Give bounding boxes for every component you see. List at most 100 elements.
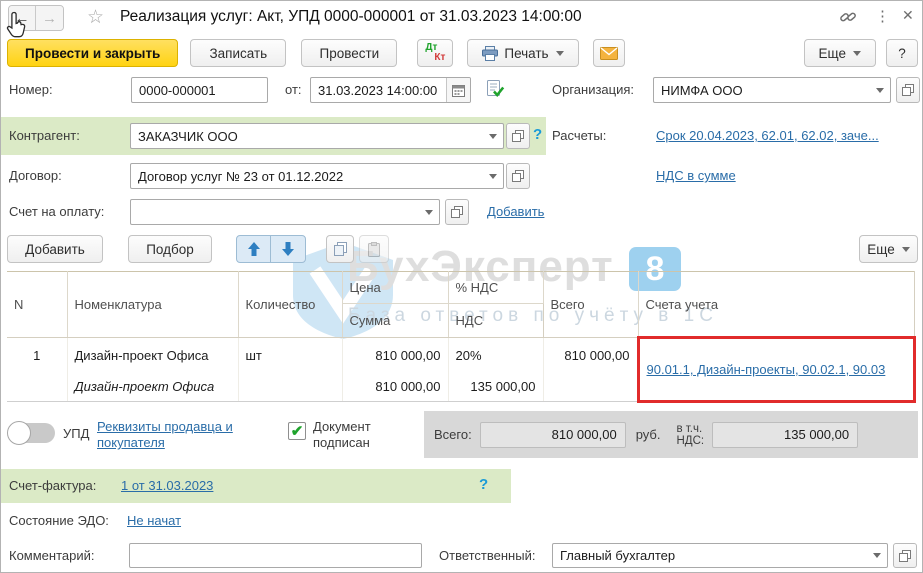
contract-open-button[interactable] [506, 163, 530, 189]
check-icon: ✔ [290, 423, 304, 440]
paste-icon [368, 241, 380, 257]
payment-invoice-open-button[interactable] [445, 199, 469, 225]
chevron-down-icon [901, 246, 910, 252]
invoice-link[interactable]: 1 от 31.03.2023 [121, 478, 214, 493]
col-header-nomenclature[interactable]: Номенклатура [67, 271, 239, 338]
seller-buyer-requisites-link[interactable]: Реквизиты продавца и покупателя [97, 419, 233, 450]
col-header-accounts[interactable]: Счета учета [638, 271, 915, 338]
date-input[interactable]: 31.03.2023 14:00:00 [310, 77, 471, 103]
col-header-vat-percent[interactable]: % НДС [448, 271, 544, 304]
col-header-sum[interactable]: Сумма [342, 303, 449, 338]
document-signed-label: Документ подписан [313, 419, 371, 450]
kt-label: Кт [434, 52, 446, 63]
cell-price[interactable]: 810 000,00 [342, 337, 449, 373]
dtkt-postings-button[interactable]: Дт Кт [417, 39, 454, 67]
more-menu-icon[interactable]: ⋮ [875, 8, 890, 25]
help-button[interactable]: ? [886, 39, 918, 67]
col-header-total[interactable]: Всего [543, 271, 639, 338]
cell-n[interactable]: 1 [7, 337, 68, 373]
col-header-price[interactable]: Цена [342, 271, 449, 304]
organization-input[interactable]: НИМФА ООО [653, 77, 891, 103]
cell-vat-amount[interactable]: 135 000,00 [448, 372, 544, 402]
dt-label: Дт [425, 42, 438, 53]
contract-label: Договор: [9, 168, 62, 183]
organization-value: НИМФА ООО [661, 82, 743, 98]
items-toolbar: Добавить Подбор Еще [7, 235, 918, 263]
counterparty-input[interactable]: ЗАКАЗЧИК ООО [130, 123, 504, 149]
get-link-icon[interactable] [839, 8, 857, 29]
edo-status-link[interactable]: Не начат [127, 513, 182, 528]
date-value: 31.03.2023 14:00:00 [318, 82, 438, 98]
upd-toggle[interactable] [7, 421, 55, 445]
open-link-icon [512, 170, 524, 182]
invoice-help-icon[interactable]: ? [479, 476, 489, 493]
responsible-input[interactable]: Главный бухгалтер [552, 543, 888, 568]
post-and-close-button[interactable]: Провести и закрыть [7, 39, 179, 67]
col-header-vat[interactable]: НДС [448, 303, 544, 338]
contract-input[interactable]: Договор услуг № 23 от 01.12.2022 [130, 163, 504, 189]
titlebar: ← → ☆ Реализация услуг: Акт, УПД 0000-00… [1, 1, 922, 35]
col-header-n[interactable]: N [7, 271, 68, 338]
copy-row-button[interactable] [326, 235, 354, 263]
more-button[interactable]: Еще [803, 39, 876, 67]
invoice-band: Счет-фактура: 1 от 31.03.2023 ? [1, 469, 511, 503]
counterparty-help-icon[interactable]: ? [533, 126, 543, 143]
table-subrow[interactable]: Дизайн-проект Офиса 810 000,00 135 000,0… [7, 372, 915, 402]
comment-label: Комментарий: [9, 548, 95, 563]
vat-total-label: в т.ч. НДС: [676, 422, 705, 447]
chevron-down-icon[interactable] [870, 78, 890, 102]
cell-total[interactable]: 810 000,00 [543, 337, 639, 373]
responsible-value: Главный бухгалтер [560, 548, 676, 563]
vat-in-sum-link[interactable]: НДС в сумме [656, 168, 736, 183]
add-row-button[interactable]: Добавить [7, 235, 103, 263]
move-up-icon[interactable] [237, 236, 271, 262]
favorite-star-icon[interactable]: ☆ [87, 7, 105, 28]
items-more-button[interactable]: Еще [859, 235, 918, 263]
print-button[interactable]: Печать [467, 39, 579, 67]
add-payment-invoice-link[interactable]: Добавить [487, 204, 545, 219]
chevron-down-icon[interactable] [419, 200, 439, 224]
number-input[interactable]: 0000-000001 [131, 77, 268, 103]
cell-vat-rate[interactable]: 20% [448, 337, 544, 373]
move-down-icon[interactable] [271, 236, 305, 262]
comment-input[interactable] [129, 543, 422, 568]
cell-unit[interactable]: шт [237, 337, 343, 373]
contract-value: Договор услуг № 23 от 01.12.2022 [138, 168, 344, 184]
chevron-down-icon[interactable] [867, 544, 887, 567]
forward-button[interactable]: → [36, 6, 63, 30]
document-posted-icon [485, 79, 505, 102]
chevron-down-icon[interactable] [483, 164, 503, 188]
write-button[interactable]: Записать [190, 39, 287, 67]
organization-open-button[interactable] [896, 77, 920, 103]
envelope-icon [599, 46, 618, 60]
edo-label: Состояние ЭДО: [9, 513, 109, 528]
post-button[interactable]: Провести [301, 39, 398, 67]
number-label: Номер: [9, 82, 53, 97]
organization-label: Организация: [552, 82, 635, 97]
counterparty-value: ЗАКАЗЧИК ООО [138, 128, 238, 144]
responsible-open-button[interactable] [893, 543, 917, 568]
document-signed-checkbox[interactable]: ✔ [288, 422, 306, 440]
table-row[interactable]: 1 Дизайн-проект Офиса шт 810 000,00 20% … [7, 336, 916, 403]
copy-icon [333, 242, 347, 256]
calendar-icon[interactable] [446, 78, 470, 102]
send-email-button[interactable] [592, 39, 625, 67]
cell-sum[interactable]: 810 000,00 [342, 372, 449, 402]
open-link-icon [902, 84, 914, 96]
col-header-quantity[interactable]: Количество [238, 271, 343, 338]
chevron-down-icon[interactable] [483, 124, 503, 148]
invoice-label: Счет-фактура: [9, 478, 97, 493]
open-link-icon [451, 206, 463, 218]
payment-invoice-input[interactable] [130, 199, 440, 225]
total-label: Всего: [434, 427, 472, 442]
counterparty-open-button[interactable] [506, 123, 530, 149]
accounts-link[interactable]: 90.01.1, Дизайн-проекты, 90.02.1, 90.03 [646, 362, 886, 377]
pick-button[interactable]: Подбор [128, 235, 212, 263]
close-icon[interactable]: ✕ [902, 7, 914, 23]
settlements-link[interactable]: Срок 20.04.2023, 62.01, 62.02, заче... [656, 128, 879, 143]
cell-content[interactable]: Дизайн-проект Офиса [67, 372, 239, 402]
paste-row-button[interactable] [359, 235, 389, 263]
cell-nomenclature[interactable]: Дизайн-проект Офиса [67, 337, 239, 373]
chevron-down-icon [853, 50, 861, 56]
